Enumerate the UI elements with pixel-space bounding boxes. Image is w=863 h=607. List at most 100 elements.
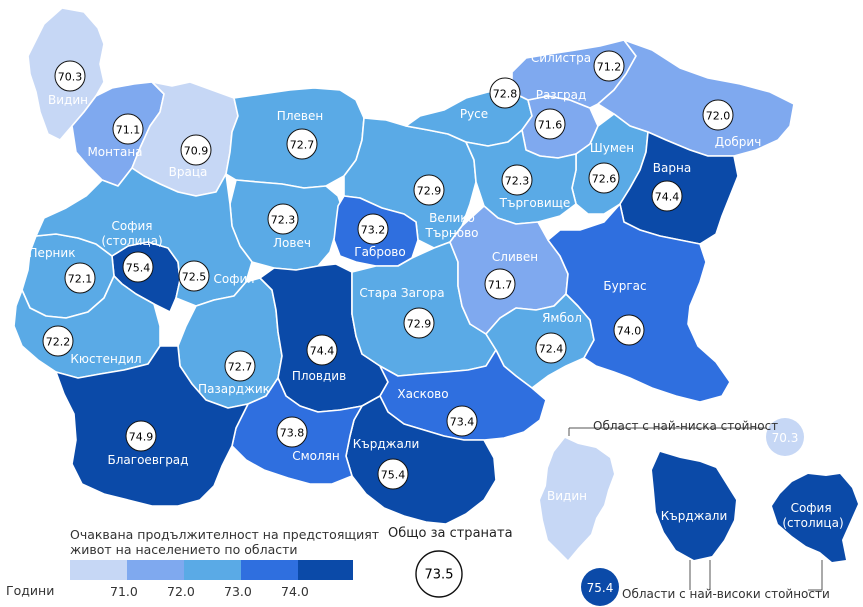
region-value-bubble-бургас	[613, 314, 645, 346]
region-label-разград: Разград	[536, 88, 587, 102]
inset-low-note: Област с най-ниска стойност	[593, 419, 779, 433]
region-label-смолян: Смолян	[292, 449, 340, 463]
region-value-сливен: 71.7	[488, 279, 513, 292]
region-value-bubble-пазарджик	[224, 350, 256, 382]
region-value-bubble-кърджали	[377, 458, 409, 490]
region-value-bubble-хасково	[446, 405, 478, 437]
region-value-bubble-добрич	[702, 99, 734, 131]
inset-low-value: 70.3	[772, 431, 799, 445]
region-label-търговище: Търговище	[499, 196, 571, 210]
region-label-кърджали: Кърджали	[353, 437, 420, 451]
labels-layer: Видин 70.3 Монтана 71.1 Враца 70.9 Плевен 72.7 Л…	[29, 50, 761, 490]
region-label-благоевград: Благоевград	[108, 453, 189, 467]
region-value-видин: 70.3	[58, 71, 83, 84]
region-label-пазарджик: Пазарджик	[198, 382, 270, 396]
region-value-габрово: 73.2	[361, 224, 386, 237]
region-value-враца: 70.9	[184, 145, 209, 158]
region-value-монтана: 71.1	[116, 124, 141, 137]
region-value-шумен: 72.6	[592, 173, 617, 186]
legend-swatch-1	[70, 560, 127, 580]
region-value-русе: 72.8	[493, 88, 518, 101]
region-value-търговище: 72.3	[505, 175, 530, 188]
legend-swatch-2	[127, 560, 184, 580]
region-value-bubble-пловдив	[306, 334, 338, 366]
legend-tick-71: 71.0	[110, 584, 138, 599]
region-value-перник: 72.1	[68, 273, 93, 286]
region-value-бургас: 74.0	[617, 325, 642, 338]
region-value-ямбол: 72.4	[539, 343, 564, 356]
region-value-пловдив: 74.4	[310, 345, 335, 358]
inset-connectors	[568, 427, 823, 591]
inset-sofia-city-shape	[772, 474, 858, 562]
region-label-враца: Враца	[169, 165, 208, 179]
region-label-плевен: Плевен	[277, 109, 323, 123]
region-value-bubble-кюстендил	[42, 325, 74, 357]
region-label-ямбол: Ямбол	[542, 311, 582, 325]
region-value-софия: 72.5	[182, 271, 207, 284]
inset-low-circle	[766, 418, 804, 456]
inset-high-value: 75.4	[587, 581, 614, 595]
legend-swatch-3	[184, 560, 241, 580]
region-label-софия-столица: София (столица)	[101, 219, 162, 248]
region-value-bubble-русе	[489, 77, 521, 109]
inset-kardzhali-label: Кърджали	[661, 509, 728, 523]
region-value-bubble-софия-столица	[122, 251, 154, 283]
inset-sofia-city-label: София (столица)	[782, 501, 843, 530]
region-label-русе: Русе	[460, 107, 488, 121]
region-label-перник: Перник	[29, 246, 76, 260]
region-label-кюстендил: Кюстендил	[70, 352, 141, 366]
region-value-bubble-ямбол	[535, 332, 567, 364]
legend-tick-74: 74.0	[281, 584, 309, 599]
region-value-варна: 74.4	[655, 191, 680, 204]
inset-kardzhali-shape	[652, 452, 736, 560]
region-label-софия: София	[214, 272, 255, 286]
region-value-bubble-търговище	[501, 164, 533, 196]
inset-sofia-city-label-line2: (столица)	[782, 516, 843, 530]
region-label-велико-търново: Велико Търново	[424, 211, 478, 240]
region-value-добрич: 72.0	[706, 110, 731, 123]
region-value-bubble-разград	[534, 108, 566, 140]
region-value-bubble-враца	[180, 134, 212, 166]
region-value-софия-столица: 75.4	[126, 262, 151, 275]
region-value-bubble-габрово	[357, 213, 389, 245]
region-value-bubble-велико-търново	[413, 174, 445, 206]
region-value-bubble-софия	[178, 260, 210, 292]
region-label-шумен: Шумен	[590, 141, 634, 155]
legend-tick-73: 73.0	[224, 584, 252, 599]
region-value-bubble-монтана	[112, 113, 144, 145]
region-label-видин: Видин	[48, 93, 88, 107]
national-value-circle	[415, 550, 463, 598]
inset-vidin-shape	[540, 438, 614, 560]
region-value-кърджали: 75.4	[381, 469, 406, 482]
region-value-хасково: 73.4	[450, 416, 475, 429]
legend-unit-label: Години	[6, 583, 55, 598]
inset-high-note: Области с най-високи стойности	[622, 587, 830, 601]
region-value-ловеч: 72.3	[271, 214, 296, 227]
region-value-bubble-перник	[64, 262, 96, 294]
region-value-кюстендил: 72.2	[46, 336, 71, 349]
legend-tick-72: 72.0	[167, 584, 195, 599]
legend-scale	[70, 560, 353, 580]
region-value-благоевград: 74.9	[129, 431, 154, 444]
region-label-монтана: Монтана	[87, 145, 142, 159]
region-бургас	[547, 203, 731, 403]
legend-swatch-4	[241, 560, 298, 580]
region-value-силистра: 71.2	[597, 61, 622, 74]
region-value-bubble-шумен	[588, 162, 620, 194]
region-label-хасково: Хасково	[397, 387, 448, 401]
region-value-bubble-стара-загора	[403, 307, 435, 339]
region-value-bubble-силистра	[593, 50, 625, 82]
region-value-стара-загора: 72.9	[407, 318, 432, 331]
region-value-bubble-видин	[54, 60, 86, 92]
region-value-плевен: 72.7	[290, 139, 315, 152]
region-value-bubble-ловеч	[267, 203, 299, 235]
region-value-разград: 71.6	[538, 119, 563, 132]
region-label-сливен: Сливен	[492, 250, 538, 264]
region-label-габрово: Габрово	[354, 245, 405, 259]
region-value-bubble-варна	[651, 180, 683, 212]
region-value-bubble-смолян	[276, 416, 308, 448]
legend-swatch-5	[298, 560, 353, 580]
inset-vidin-label: Видин	[547, 489, 587, 503]
region-value-bubble-плевен	[286, 128, 318, 160]
